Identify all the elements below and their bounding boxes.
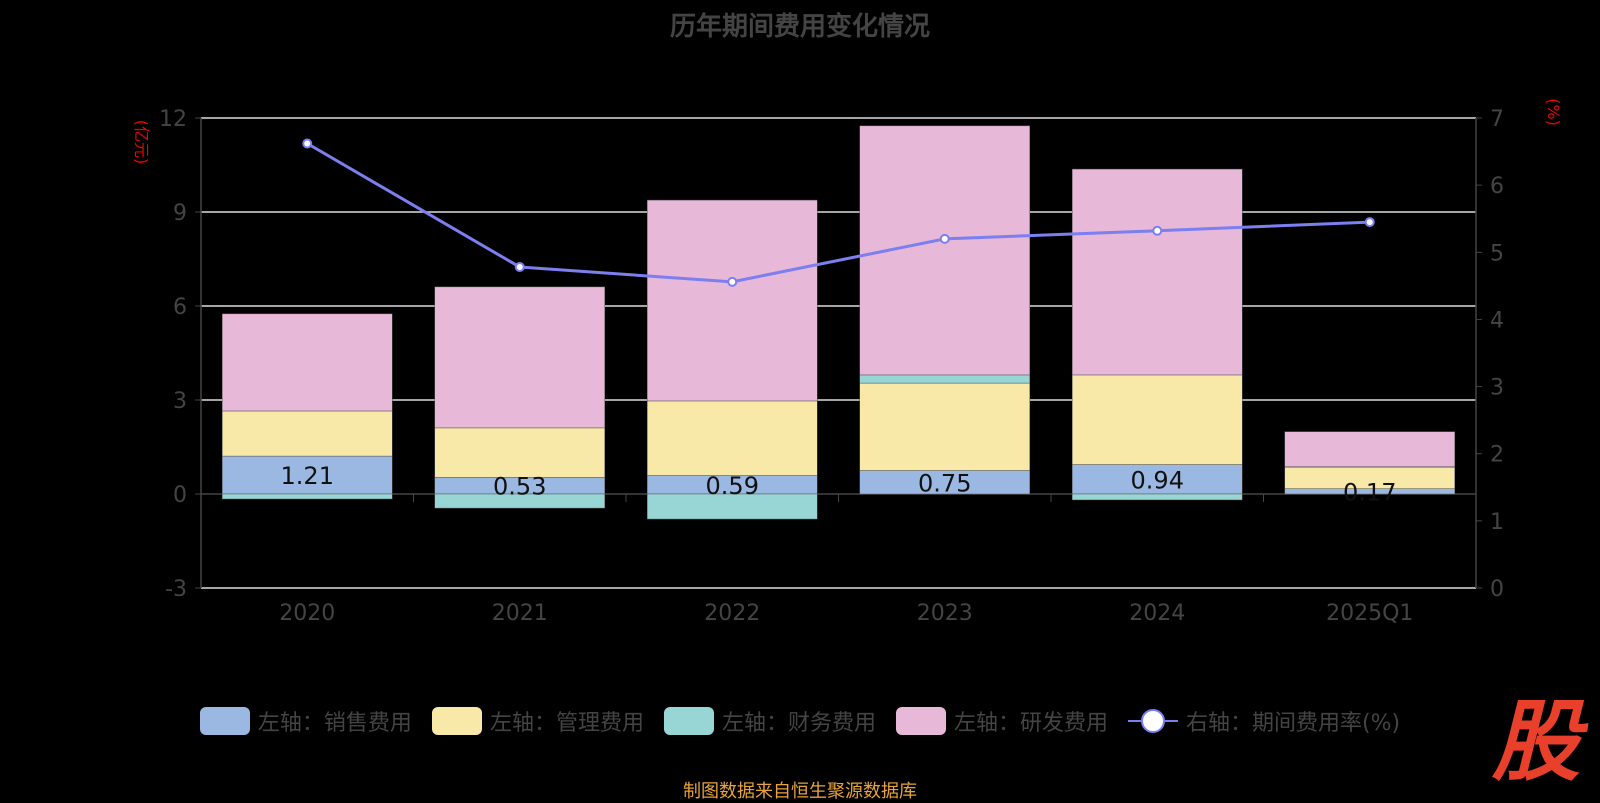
rate-point: [727, 276, 738, 287]
bar-segment: [647, 493, 818, 520]
y-left-tick-label: 9: [173, 201, 187, 226]
source-note: 制图数据来自恒生聚源数据库: [683, 781, 917, 802]
y-left-tick-label: 3: [173, 389, 187, 414]
legend-label: 右轴：期间费用率(%): [1185, 711, 1401, 736]
y-left-tick-label: 12: [159, 107, 187, 132]
y-right-tick-label: 2: [1490, 443, 1504, 468]
y-right-tick-label: 0: [1490, 577, 1504, 602]
bar-segment: [1072, 464, 1243, 495]
x-tick-label: 2023: [917, 601, 973, 626]
data-label: 1.21: [281, 462, 334, 490]
y-left-tick-label: 6: [173, 295, 187, 320]
legend-line-swatch: [1127, 707, 1178, 735]
y-right-tick-label: 6: [1490, 174, 1504, 199]
legend-label: 左轴：财务费用: [721, 711, 876, 736]
y-right-tick-label: 7: [1490, 107, 1504, 132]
bar-segment: [434, 286, 605, 429]
bar-segment: [222, 410, 393, 457]
legend-item-sales[interactable]: 左轴：销售费用: [199, 705, 412, 737]
legend-swatch: [431, 707, 482, 735]
x-tick-label: 2021: [492, 601, 548, 626]
data-label: 0.59: [706, 472, 759, 500]
legend-label: 左轴：研发费用: [953, 711, 1108, 736]
bar-segment: [859, 374, 1030, 384]
legend-swatch: [663, 707, 714, 735]
y-left-tick-label: -3: [165, 577, 187, 602]
bar-segment: [1072, 493, 1243, 501]
y-left-tick-label: 0: [173, 483, 187, 508]
y-right-tick-label: 1: [1490, 510, 1504, 535]
bar-segment: [222, 313, 393, 412]
y-right-tick-label: 3: [1490, 376, 1504, 401]
y-right-tick-label: 4: [1490, 308, 1504, 333]
legend-swatch: [199, 707, 250, 735]
rate-point: [514, 262, 525, 273]
bar-segment: [1072, 168, 1243, 376]
legend-item-admin[interactable]: 左轴：管理费用: [431, 705, 644, 737]
legend-item-rnd[interactable]: 左轴：研发费用: [895, 705, 1108, 737]
data-label: 0.17: [1343, 478, 1396, 506]
left-axis-unit: (亿元): [132, 120, 151, 165]
rate-point: [1152, 225, 1163, 236]
bar-segment: [859, 382, 1030, 471]
bar-segment: [434, 493, 605, 509]
bar-segment: [434, 427, 605, 478]
bar-segment: [222, 493, 393, 500]
legend-label: 左轴：销售费用: [257, 711, 412, 736]
rate-point: [939, 233, 950, 244]
data-label: 0.94: [1131, 466, 1184, 494]
x-tick-label: 2025Q1: [1326, 601, 1413, 626]
x-tick-label: 2024: [1129, 601, 1185, 626]
x-tick-label: 2022: [704, 601, 760, 626]
data-label: 0.53: [493, 473, 546, 501]
legend-item-rate[interactable]: 右轴：期间费用率(%): [1127, 705, 1401, 737]
legend: 左轴：销售费用 左轴：管理费用 左轴：财务费用 左轴：研发费用 右轴：期间费用率…: [0, 705, 1600, 737]
rate-point: [302, 138, 313, 149]
bar-segment: [1072, 374, 1243, 465]
data-label: 0.75: [918, 469, 971, 497]
x-tick-label: 2020: [279, 601, 335, 626]
logo: 股: [1492, 690, 1581, 793]
legend-swatch: [895, 707, 946, 735]
bar-segment: [647, 400, 818, 476]
rate-line: [306, 142, 1370, 284]
y-right-tick-label: 5: [1490, 241, 1504, 266]
legend-label: 左轴：管理费用: [489, 711, 644, 736]
bar-segment: [1284, 431, 1455, 467]
legend-item-finance[interactable]: 左轴：财务费用: [663, 705, 876, 737]
chart-title: 历年期间费用变化情况: [669, 12, 930, 42]
rate-point: [1364, 217, 1375, 228]
right-axis-unit: (%): [1544, 98, 1563, 126]
bar-segment: [647, 199, 818, 402]
